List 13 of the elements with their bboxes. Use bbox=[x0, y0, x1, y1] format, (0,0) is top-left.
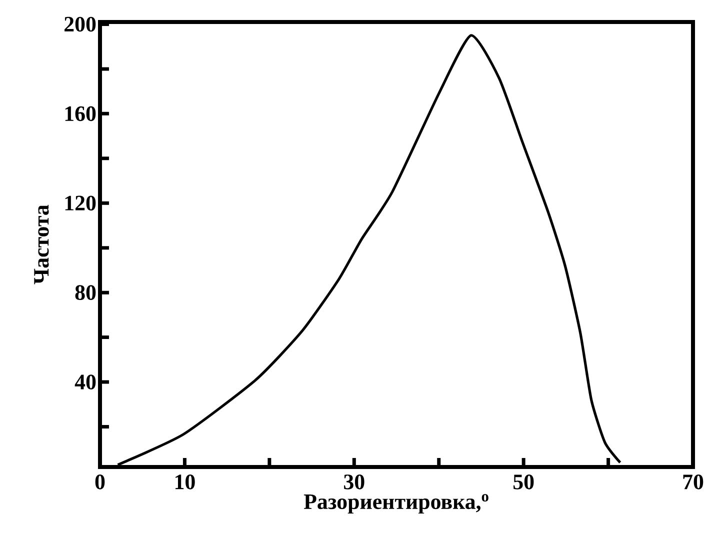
y-tick-label: 120 bbox=[65, 196, 96, 211]
x-tick-label: 0 bbox=[95, 474, 105, 490]
x-tick-label: 70 bbox=[683, 474, 704, 490]
y-tick-label: 40 bbox=[74, 374, 96, 390]
line-series bbox=[116, 34, 622, 466]
x-tick-label: 50 bbox=[513, 474, 534, 490]
y-axis-title: Частота bbox=[34, 204, 49, 284]
x-tick-label: 10 bbox=[176, 474, 195, 490]
x-axis-title: Разориентировка,$^{o}$ bbox=[304, 494, 488, 514]
y-tick-label: 200 bbox=[64, 16, 96, 32]
x-tick-label: 30 bbox=[344, 474, 364, 490]
y-tick-label: 160 bbox=[65, 106, 96, 122]
y-tick-label: 80 bbox=[75, 285, 96, 300]
